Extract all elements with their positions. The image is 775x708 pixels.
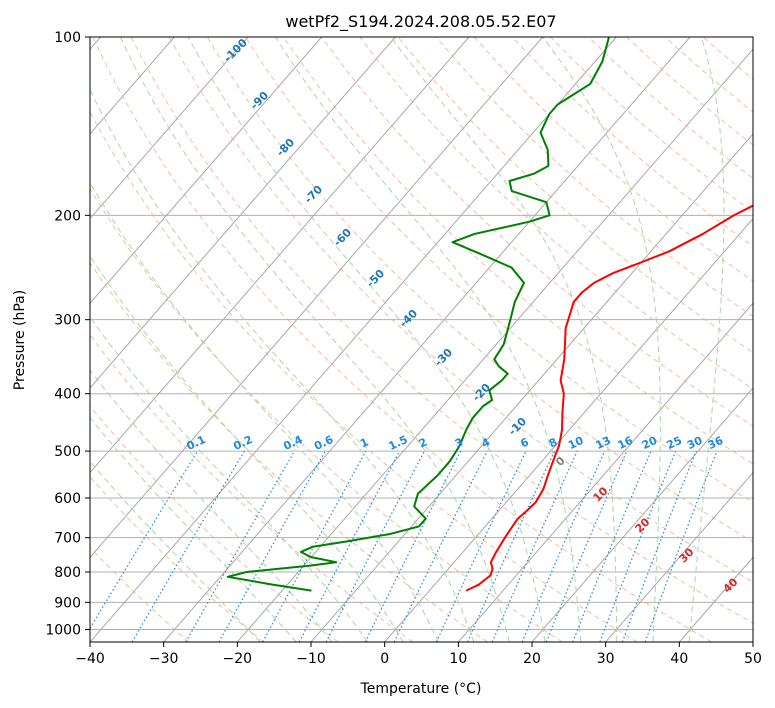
x-tick-label: −30 bbox=[149, 651, 179, 667]
chart-title: wetPf2_S194.2024.208.05.52.E07 bbox=[285, 12, 556, 32]
isotherm-line bbox=[605, 471, 753, 642]
mixing-ratio-label: 30 bbox=[685, 434, 705, 452]
dewpoint-profile-line bbox=[226, 37, 610, 592]
y-tick-label: 500 bbox=[54, 444, 81, 460]
dry-adiabat-line bbox=[92, 37, 713, 642]
mixing-ratio-label: 16 bbox=[616, 434, 636, 452]
dry-adiabat-line bbox=[90, 334, 414, 642]
dry-adiabat-line bbox=[90, 405, 339, 642]
isotherm-line bbox=[90, 37, 617, 642]
grid-layer bbox=[90, 37, 753, 642]
isotherm-line bbox=[90, 37, 396, 389]
mixing-ratio-line bbox=[599, 450, 677, 642]
isotherm-line bbox=[90, 37, 470, 474]
isotherm-line bbox=[236, 48, 753, 642]
isotherm-line bbox=[163, 37, 691, 642]
moist-adiabat-line bbox=[90, 181, 439, 642]
moist-adiabat-line bbox=[187, 37, 546, 642]
dry-adiabat-line bbox=[168, 37, 753, 583]
x-tick-label: 30 bbox=[597, 651, 615, 667]
mixing-ratio-line bbox=[364, 450, 462, 642]
isotherm-line bbox=[531, 387, 753, 642]
mixing-ratio-label: 25 bbox=[665, 434, 684, 452]
x-tick-label: −40 bbox=[75, 651, 105, 667]
x-tick-label: −10 bbox=[296, 651, 326, 667]
isotherm-line bbox=[90, 37, 249, 220]
moist-adiabat-line bbox=[90, 416, 297, 642]
dry-adiabat-line bbox=[130, 37, 753, 624]
x-tick-label: 0 bbox=[380, 651, 389, 667]
x-tick-label: 20 bbox=[523, 651, 541, 667]
y-tick-label: 700 bbox=[54, 531, 81, 547]
x-tick-label: 40 bbox=[670, 651, 688, 667]
dry-adiabat-line bbox=[90, 187, 563, 642]
y-tick-label: 200 bbox=[54, 208, 81, 224]
series-layer bbox=[226, 37, 753, 592]
isotherm-line bbox=[90, 37, 544, 559]
mixing-ratio-line bbox=[521, 450, 606, 642]
y-tick-label: 1000 bbox=[45, 622, 81, 638]
moist-adiabat-line bbox=[688, 37, 725, 642]
moist-adiabat-line bbox=[90, 369, 333, 642]
mixing-ratio-label: 36 bbox=[706, 434, 726, 452]
dry-adiabat-line bbox=[90, 476, 264, 642]
dry-adiabat-line bbox=[283, 37, 753, 465]
moist-adiabat-line bbox=[90, 88, 475, 642]
moist-adiabat-line bbox=[542, 37, 661, 642]
isotherm-line bbox=[457, 302, 753, 642]
mixing-ratio-line bbox=[545, 450, 628, 642]
mixing-ratio-label: 20 bbox=[640, 434, 660, 452]
axis-layer: −40 −30 −20 −10 0 10 20 30 40 50 100 200 300 400 500 60… bbox=[45, 30, 762, 667]
dry-adiabat-line bbox=[90, 261, 488, 642]
y-tick-label: 400 bbox=[54, 387, 81, 403]
y-tick-label: 300 bbox=[54, 313, 81, 329]
mixing-ratio-line bbox=[644, 450, 718, 642]
moist-adiabat-line bbox=[119, 37, 510, 642]
isotherm-line bbox=[90, 37, 323, 305]
dry-adiabat-line bbox=[397, 37, 753, 354]
y-tick-label: 800 bbox=[54, 565, 81, 581]
mixing-ratio-line bbox=[491, 450, 578, 642]
moist-adiabat-line bbox=[90, 460, 261, 642]
x-axis-label: Temperature (°C) bbox=[360, 681, 482, 697]
mixing-ratio-line bbox=[90, 450, 199, 630]
dry-adiabat-line bbox=[244, 37, 753, 504]
mixing-ratio-label: 10 bbox=[566, 434, 586, 452]
y-tick-label: 100 bbox=[54, 30, 81, 46]
mixing-ratio-label: 13 bbox=[594, 434, 613, 452]
y-tick-label: 900 bbox=[54, 595, 81, 611]
mixing-ratio-line bbox=[218, 450, 326, 642]
moist-adiabat-line bbox=[274, 37, 582, 642]
y-axis-label: Pressure (hPa) bbox=[12, 290, 28, 390]
plot-frame bbox=[89, 36, 754, 643]
x-tick-label: −20 bbox=[223, 651, 253, 667]
mixing-ratio-line bbox=[621, 450, 697, 642]
isotherm-line bbox=[384, 217, 753, 642]
y-tick-label: 600 bbox=[54, 491, 81, 507]
mixing-ratio-line bbox=[262, 450, 367, 642]
dry-adiabat-line bbox=[90, 110, 638, 642]
mixing-ratio-line bbox=[572, 450, 652, 642]
temperature-profile-line bbox=[465, 204, 753, 592]
x-tick-label: 50 bbox=[744, 651, 762, 667]
x-tick-label: 10 bbox=[449, 651, 467, 667]
dry-adiabat-line bbox=[359, 37, 753, 390]
moist-adiabat-line bbox=[90, 316, 369, 642]
